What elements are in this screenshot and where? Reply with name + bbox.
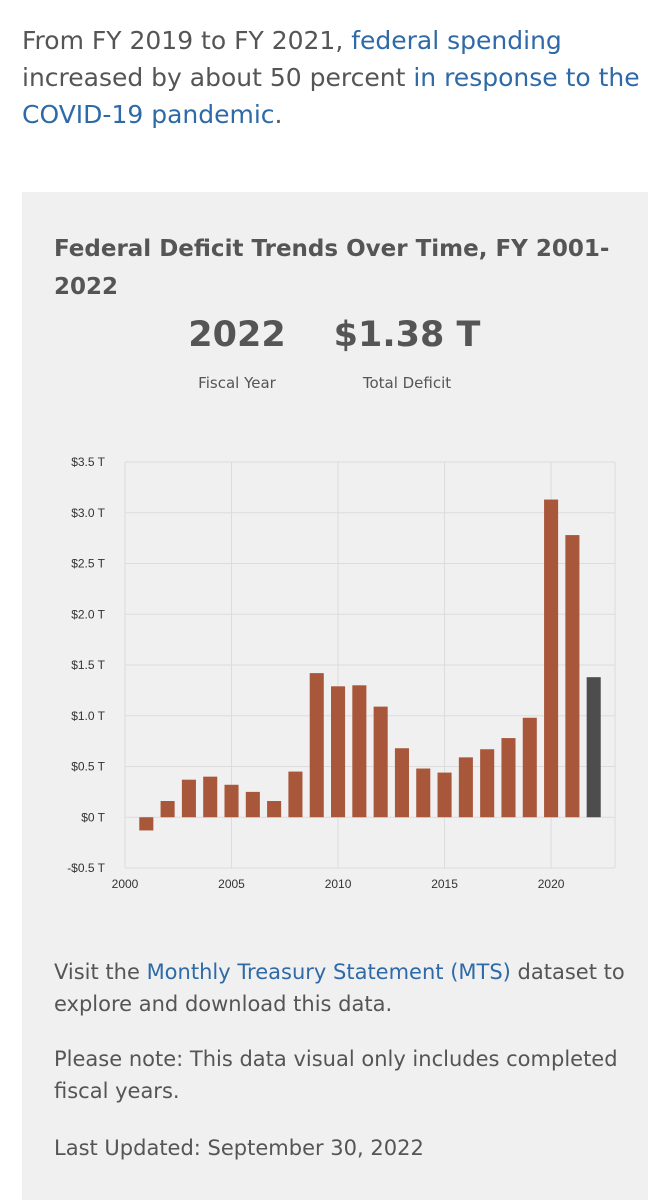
covid-response-link[interactable]: in response to the COVID-19 pandemic [22,63,640,129]
mts-dataset-link[interactable]: Monthly Treasury Statement (MTS) [146,960,511,984]
y-tick-label: $3.0 T [71,506,105,520]
bar-fy-2001[interactable] [139,817,154,831]
total-deficit-value: $1.38 T [333,315,481,355]
bar-fy-2004[interactable] [203,776,218,818]
y-tick-label: $1.5 T [71,658,105,672]
chart-title: Federal Deficit Trends Over Time, FY 200… [54,236,610,300]
deficit-chart-card: Federal Deficit Trends Over Time, FY 200… [22,192,648,1200]
y-tick-label: $3.5 T [71,455,105,469]
chart-bars [139,499,601,831]
total-deficit-label: Total Deficit [362,374,452,392]
bar-fy-2022-selected[interactable] [586,677,601,818]
intro-text-3: . [274,100,283,129]
bar-fy-2005[interactable] [224,784,239,818]
intro-text-1: From FY 2019 to FY 2021, [22,26,352,55]
bar-fy-2010[interactable] [331,686,346,818]
bar-fy-2011[interactable] [352,685,367,818]
selected-year-stat: 2022 Fiscal Year [172,314,302,392]
visit-text-1: Visit the [54,960,147,984]
bar-fy-2007[interactable] [267,801,282,818]
bar-fy-2013[interactable] [394,748,409,818]
x-tick-label: 2005 [218,877,245,891]
bar-fy-2017[interactable] [480,749,495,818]
visit-text-2: dataset to explore and download this dat… [54,960,625,1016]
y-tick-label: $2.5 T [71,557,105,571]
bar-fy-2008[interactable] [288,771,303,818]
intro-text-2: increased by about 50 percent [22,63,414,92]
x-axis-labels: 2000 2005 2010 2015 2020 [112,877,565,891]
x-tick-label: 2010 [325,877,352,891]
bar-fy-2019[interactable] [522,717,537,818]
bar-fy-2003[interactable] [181,779,196,818]
y-tick-label: $2.0 T [71,607,105,621]
federal-spending-link[interactable]: federal spending [351,26,562,55]
bar-fy-2009[interactable] [309,673,324,818]
y-tick-label: -$0.5 T [67,861,105,875]
y-tick-label: $1.0 T [71,709,105,723]
y-axis-labels: $3.5 T $3.0 T $2.5 T $2.0 T $1.5 T $1.0 T $0.5… [67,455,105,875]
bar-fy-2018[interactable] [501,738,516,818]
x-tick-label: 2020 [538,877,565,891]
x-tick-label: 2015 [431,877,458,891]
bar-fy-2015[interactable] [437,772,452,818]
bar-fy-2020[interactable] [544,499,559,818]
selected-year-value: 2022 [188,315,286,355]
intro-paragraph: From FY 2019 to FY 2021, federal spendin… [22,22,652,133]
bar-fy-2016[interactable] [458,757,473,818]
selected-year-label: Fiscal Year [198,374,276,392]
chart-grid [124,461,616,869]
last-updated: Last Updated: September 30, 2022 [54,1136,424,1160]
bar-fy-2014[interactable] [416,768,431,818]
bar-fy-2012[interactable] [373,706,388,818]
bar-fy-2006[interactable] [245,791,260,818]
deficit-bar-chart: $3.5 T $3.0 T $2.5 T $2.0 T $1.5 T $1.0 T $0.5… [67,455,616,891]
bar-fy-2002[interactable] [160,801,175,818]
data-note: Please note: This data visual only inclu… [54,1047,618,1103]
y-tick-label: $0 T [81,810,105,824]
bar-fy-2021[interactable] [565,535,580,818]
total-deficit-stat: $1.38 T Total Deficit [322,314,492,392]
x-tick-label: 2000 [112,877,139,891]
mts-visit-text: Visit the Monthly Treasury Statement (MT… [54,956,634,1020]
y-tick-label: $0.5 T [71,760,105,774]
